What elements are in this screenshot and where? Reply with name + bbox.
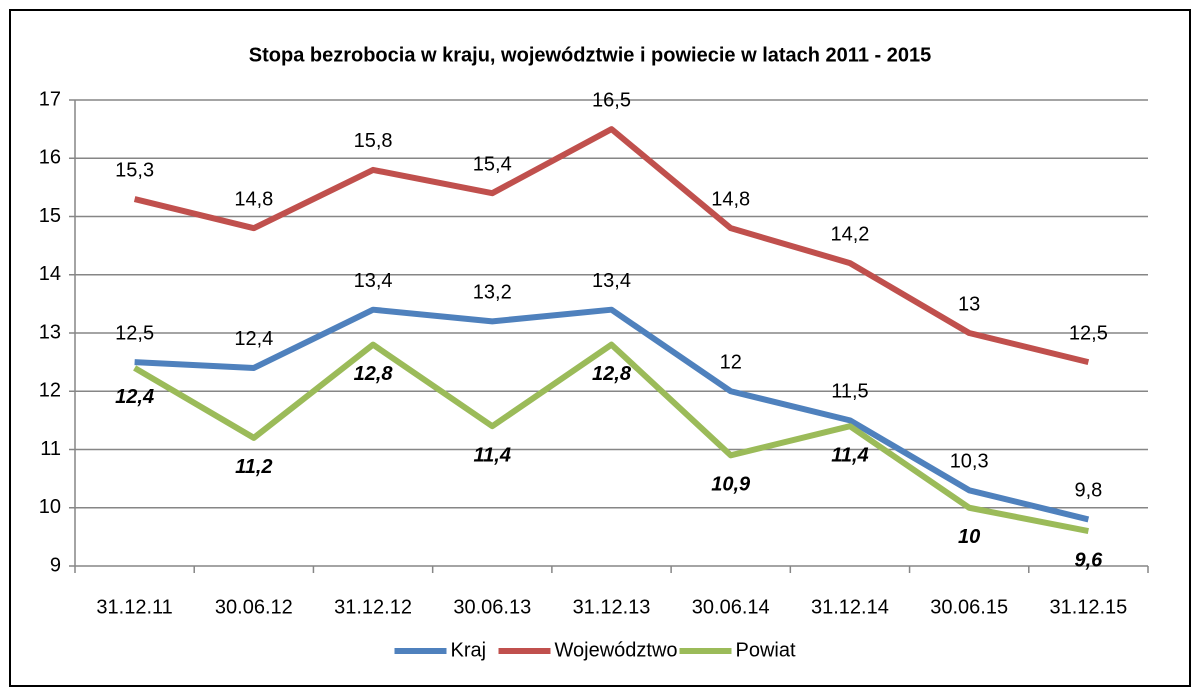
data-label: 14,8 xyxy=(711,188,750,210)
data-label: 11,5 xyxy=(831,381,868,403)
data-label: 10,3 xyxy=(950,451,989,473)
y-tick-label: 11 xyxy=(40,438,61,460)
data-label: 9,8 xyxy=(1074,480,1102,502)
x-tick-label: 31.12.14 xyxy=(811,596,889,618)
data-label: 11,2 xyxy=(235,456,272,478)
y-tick-label: 9 xyxy=(50,554,61,576)
series-line xyxy=(134,306,1090,523)
x-tick-label: 31.12.15 xyxy=(1049,596,1127,618)
y-tick-label: 16 xyxy=(39,147,61,169)
x-tick-label: 30.06.15 xyxy=(930,596,1008,618)
x-tick-label: 30.06.14 xyxy=(692,596,770,618)
legend-label: Kraj xyxy=(451,639,487,661)
y-tick-label: 10 xyxy=(39,496,61,518)
data-label: 11,4 xyxy=(474,444,511,466)
x-tick-label: 30.06.12 xyxy=(215,596,293,618)
data-label: 13,2 xyxy=(473,282,512,304)
x-tick-label: 30.06.13 xyxy=(453,596,531,618)
data-label: 14,2 xyxy=(830,223,869,245)
series-line xyxy=(133,341,1089,534)
y-tick-label: 17 xyxy=(39,88,61,110)
legend-label: Województwo xyxy=(555,639,678,661)
x-tick-label: 31.12.11 xyxy=(96,596,172,618)
data-label: 10,9 xyxy=(711,474,751,496)
data-label: 11,4 xyxy=(831,444,868,466)
data-label: 13,4 xyxy=(354,270,393,292)
data-label: 10 xyxy=(958,526,980,548)
y-tick-label: 14 xyxy=(39,263,61,285)
data-label: 12,5 xyxy=(115,322,154,344)
data-label: 15,4 xyxy=(473,153,512,175)
data-label: 13 xyxy=(958,293,980,315)
data-label: 16,5 xyxy=(592,89,631,111)
legend-label: Powiat xyxy=(736,639,796,661)
data-label: 13,4 xyxy=(592,270,631,292)
y-tick-label: 12 xyxy=(39,380,61,402)
y-tick-label: 15 xyxy=(39,205,61,227)
data-label: 12,5 xyxy=(1069,322,1108,344)
data-label: 15,3 xyxy=(115,159,154,181)
chart-frame xyxy=(9,9,1191,687)
data-label: 12,8 xyxy=(592,363,632,385)
x-tick-label: 31.12.12 xyxy=(334,596,412,618)
chart-title: Stopa bezrobocia w kraju, województwie i… xyxy=(249,44,931,66)
series-line xyxy=(133,126,1090,366)
data-label: 12,4 xyxy=(234,328,273,350)
data-label: 12,4 xyxy=(115,386,154,408)
y-tick-label: 13 xyxy=(39,321,61,343)
data-label: 14,8 xyxy=(234,188,273,210)
data-label: 15,8 xyxy=(354,130,393,152)
x-tick-label: 31.12.13 xyxy=(573,596,651,618)
data-label: 12 xyxy=(720,352,742,374)
data-label: 12,8 xyxy=(354,363,394,385)
data-label: 9,6 xyxy=(1074,549,1103,571)
